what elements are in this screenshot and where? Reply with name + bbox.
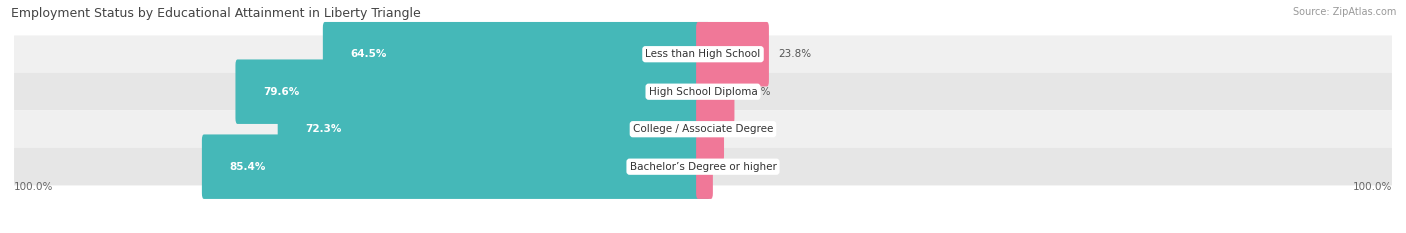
FancyBboxPatch shape [323,22,710,86]
Text: 72.3%: 72.3% [305,124,342,134]
Text: 85.4%: 85.4% [229,162,266,172]
Text: 79.6%: 79.6% [263,87,299,97]
FancyBboxPatch shape [202,134,710,199]
FancyBboxPatch shape [14,73,1392,110]
Text: Less than High School: Less than High School [645,49,761,59]
FancyBboxPatch shape [235,59,710,124]
Text: 100.0%: 100.0% [14,182,53,192]
Text: 9.9%: 9.9% [744,87,770,97]
Text: 100.0%: 100.0% [1353,182,1392,192]
FancyBboxPatch shape [14,148,1392,185]
Text: Employment Status by Educational Attainment in Liberty Triangle: Employment Status by Educational Attainm… [11,7,420,20]
FancyBboxPatch shape [14,35,1392,73]
FancyBboxPatch shape [696,97,724,161]
FancyBboxPatch shape [696,59,734,124]
FancyBboxPatch shape [14,110,1392,148]
FancyBboxPatch shape [696,134,713,199]
FancyBboxPatch shape [278,97,710,161]
Text: High School Diploma: High School Diploma [648,87,758,97]
Text: Bachelor’s Degree or higher: Bachelor’s Degree or higher [630,162,776,172]
Text: College / Associate Degree: College / Associate Degree [633,124,773,134]
Text: Source: ZipAtlas.com: Source: ZipAtlas.com [1292,7,1396,17]
Text: 1.2%: 1.2% [723,162,749,172]
Text: 64.5%: 64.5% [350,49,387,59]
Text: 5.7%: 5.7% [734,124,761,134]
FancyBboxPatch shape [696,22,769,86]
Text: 23.8%: 23.8% [779,49,811,59]
